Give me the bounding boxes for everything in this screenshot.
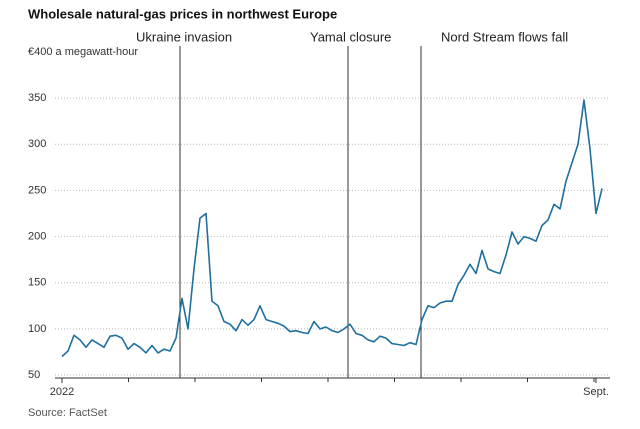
y-tick-label: 350 [28,92,46,104]
y-tick-label: 50 [28,369,40,381]
event-label: Nord Stream flows fall [441,29,568,44]
y-tick-label: 300 [28,138,46,150]
source: Source: FactSet [28,407,107,419]
chart-title: Wholesale natural-gas prices in northwes… [28,6,337,21]
y-tick-label: 250 [28,184,46,196]
y-tick-label: €400 a megawatt-hour [28,46,138,58]
y-tick-label: 200 [28,230,46,242]
event-label: Ukraine invasion [136,29,232,44]
line-series [61,99,603,358]
event-label: Yamal closure [310,29,391,44]
y-tick-label: 150 [28,277,46,289]
y-tick-label: 100 [28,323,46,335]
x-tick-label: 2022 [50,386,74,398]
x-tick-label: Sept. [583,386,609,398]
